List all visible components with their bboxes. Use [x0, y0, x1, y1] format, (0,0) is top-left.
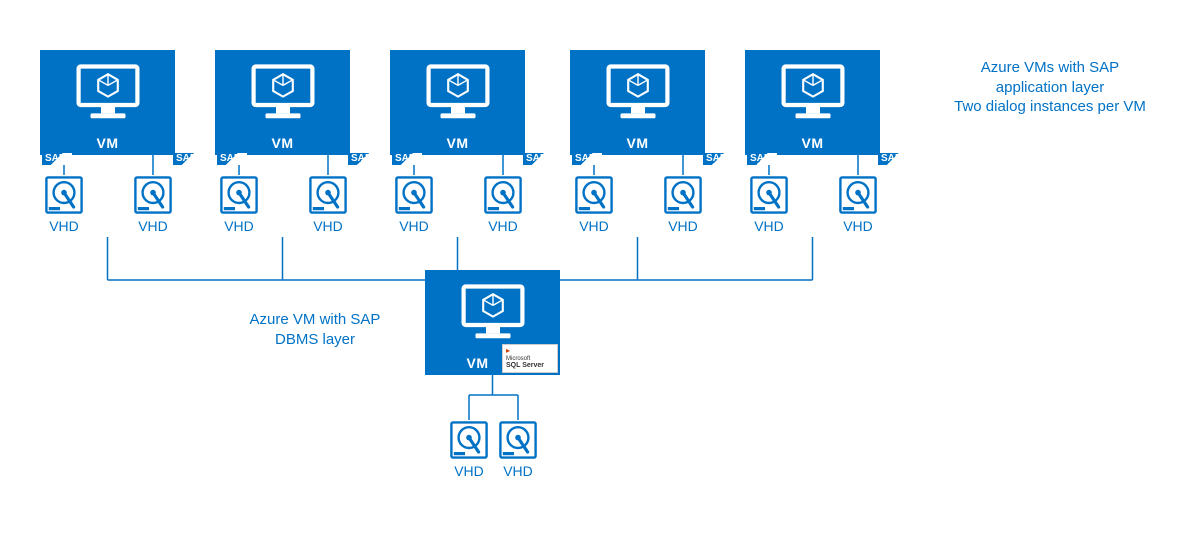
sap-badge: SAP [217, 153, 247, 165]
sap-badge: SAP [173, 153, 203, 165]
disk-icon [308, 175, 348, 215]
disk-icon [663, 175, 703, 215]
vm-bottom-bar: SAP VM SAP [745, 131, 880, 155]
dbms-vm: VM ▸ Microsoft SQL Server [425, 270, 560, 375]
vm-label: VM [627, 135, 649, 151]
sap-badge: SAP [572, 153, 602, 165]
vhd: VHD [498, 420, 538, 479]
vhd: VHD [663, 175, 703, 234]
vhd: VHD [483, 175, 523, 234]
vhd: VHD [219, 175, 259, 234]
vm-bottom-bar: SAP VM SAP [40, 131, 175, 155]
vm-monitor-icon [745, 50, 880, 131]
vm-monitor-icon [215, 50, 350, 131]
annotation-dbms-layer: Azure VM with SAP DBMS layer [225, 310, 405, 349]
vhd: VHD [838, 175, 878, 234]
app-vm: SAP VM SAP [745, 50, 880, 155]
vhd: VHD [394, 175, 434, 234]
disk-icon [838, 175, 878, 215]
vm-monitor-icon [390, 50, 525, 131]
disk-icon [483, 175, 523, 215]
vhd-label: VHD [579, 218, 609, 234]
sap-badge: SAP [878, 153, 908, 165]
vhd: VHD [133, 175, 173, 234]
vm-bottom-bar: SAP VM SAP [215, 131, 350, 155]
vm-label: VM [802, 135, 824, 151]
vhd: VHD [44, 175, 84, 234]
annotation-app-layer: Azure VMs with SAP application layer Two… [935, 58, 1165, 117]
app-vm: SAP VM SAP [40, 50, 175, 155]
vm-bottom-bar: VM ▸ Microsoft SQL Server [425, 351, 560, 375]
vhd-label: VHD [313, 218, 343, 234]
vhd-label: VHD [224, 218, 254, 234]
disk-icon [219, 175, 259, 215]
vhd-label: VHD [138, 218, 168, 234]
disk-icon [449, 420, 489, 460]
sap-badge: SAP [703, 153, 733, 165]
vm-bottom-bar: SAP VM SAP [570, 131, 705, 155]
vhd-label: VHD [668, 218, 698, 234]
disk-icon [574, 175, 614, 215]
app-vm: SAP VM SAP [215, 50, 350, 155]
vhd-label: VHD [454, 463, 484, 479]
vhd: VHD [749, 175, 789, 234]
disk-icon [133, 175, 173, 215]
app-vm: SAP VM SAP [570, 50, 705, 155]
vhd: VHD [449, 420, 489, 479]
vm-monitor-icon [570, 50, 705, 131]
sql-server-badge: ▸ Microsoft SQL Server [502, 344, 558, 373]
vhd-label: VHD [399, 218, 429, 234]
sap-badge: SAP [747, 153, 777, 165]
disk-icon [498, 420, 538, 460]
vm-label: VM [447, 135, 469, 151]
vm-monitor-icon [40, 50, 175, 131]
annotation-line: application layer [996, 79, 1104, 96]
vm-monitor-icon [425, 270, 560, 351]
vhd: VHD [308, 175, 348, 234]
annotation-line: Azure VM with SAP [250, 311, 381, 328]
vm-label: VM [97, 135, 119, 151]
vhd-label: VHD [843, 218, 873, 234]
annotation-line: Two dialog instances per VM [954, 98, 1146, 115]
sap-badge: SAP [348, 153, 378, 165]
vm-label: VM [467, 355, 489, 371]
vhd-label: VHD [754, 218, 784, 234]
vm-label: VM [272, 135, 294, 151]
annotation-line: Azure VMs with SAP [981, 59, 1119, 76]
disk-icon [749, 175, 789, 215]
vhd-label: VHD [488, 218, 518, 234]
vm-bottom-bar: SAP VM SAP [390, 131, 525, 155]
sap-badge: SAP [392, 153, 422, 165]
sap-badge: SAP [523, 153, 553, 165]
disk-icon [44, 175, 84, 215]
vhd: VHD [574, 175, 614, 234]
annotation-line: DBMS layer [275, 331, 355, 348]
vhd-label: VHD [503, 463, 533, 479]
app-vm: SAP VM SAP [390, 50, 525, 155]
disk-icon [394, 175, 434, 215]
vhd-label: VHD [49, 218, 79, 234]
sap-badge: SAP [42, 153, 72, 165]
